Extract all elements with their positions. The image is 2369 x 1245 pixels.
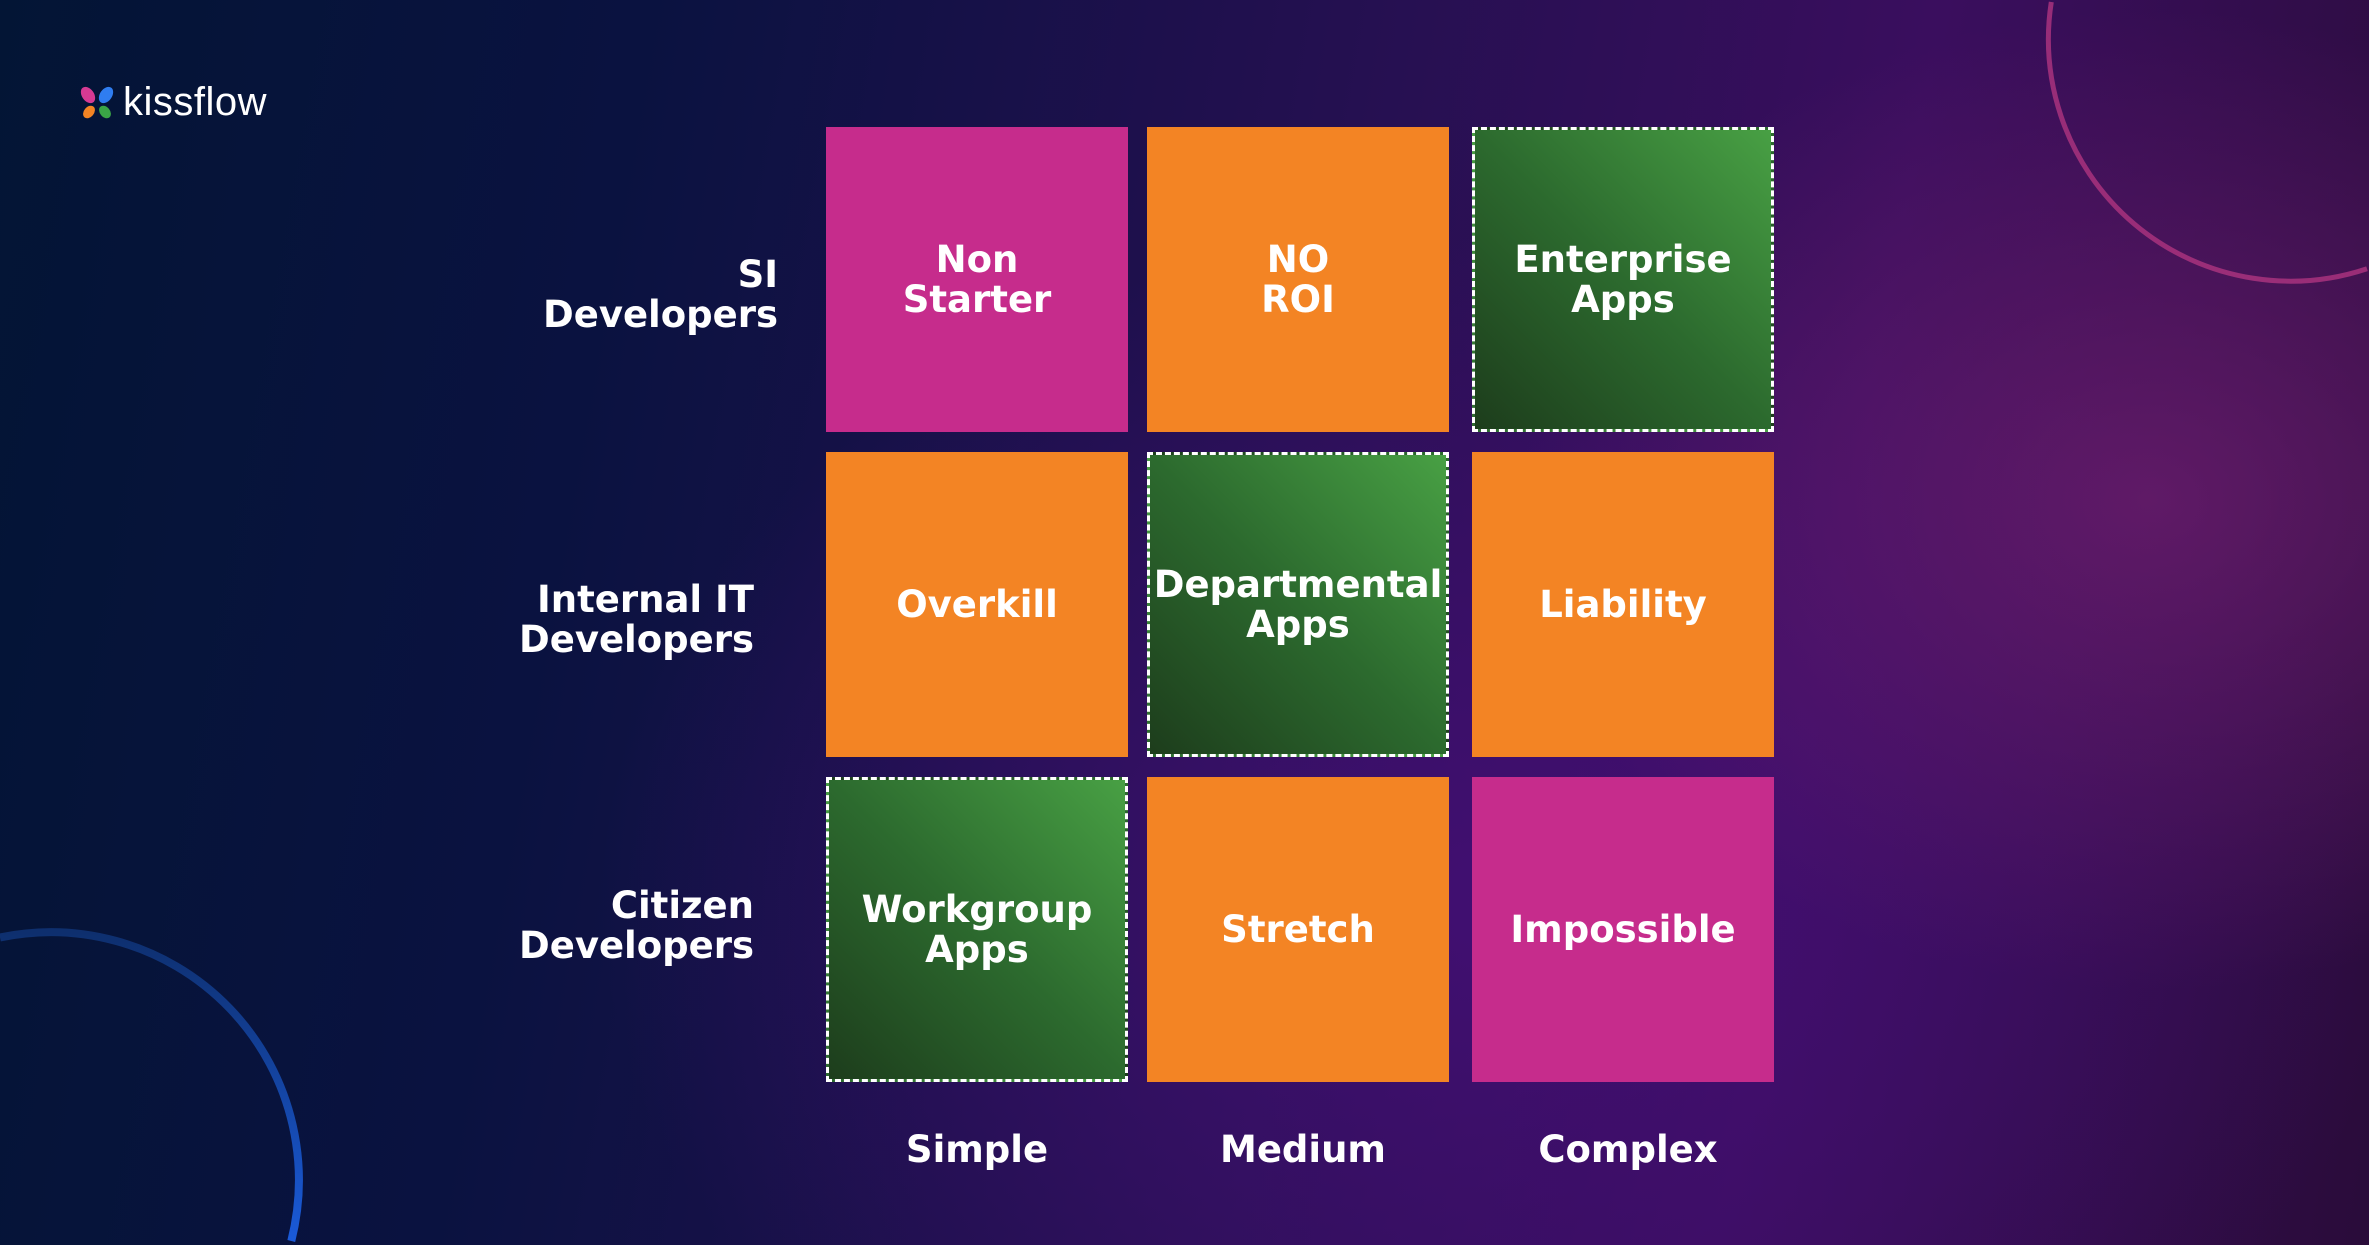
cell-liability: Liability	[1472, 452, 1774, 757]
brand-name: kissflow	[123, 80, 268, 124]
kissflow-logo: kissflow	[79, 80, 267, 125]
circle-bottom-left	[0, 928, 303, 1242]
row-label-internal-it-developers: Internal IT Developers	[519, 578, 754, 661]
cell-departmental-apps: Departmental Apps	[1147, 452, 1449, 757]
cell-workgroup-apps: Workgroup Apps	[826, 777, 1128, 1082]
row-label-citizen-developers: Citizen Developers	[519, 884, 754, 967]
column-label-medium: Medium	[1220, 1128, 1386, 1171]
cell-stretch: Stretch	[1147, 777, 1449, 1082]
column-label-complex: Complex	[1538, 1128, 1718, 1171]
cell-non-starter: Non Starter	[826, 127, 1128, 432]
cell-no-roi: NO ROI	[1147, 127, 1449, 432]
cell-enterprise-apps: Enterprise Apps	[1472, 127, 1774, 432]
column-label-simple: Simple	[905, 1128, 1049, 1171]
cell-impossible: Impossible	[1472, 777, 1774, 1082]
circle-top-right	[2045, 1, 2368, 284]
butterfly-icon	[80, 86, 114, 118]
row-label-si-developers: SI Developers	[543, 253, 778, 336]
cell-overkill: Overkill	[826, 452, 1128, 757]
